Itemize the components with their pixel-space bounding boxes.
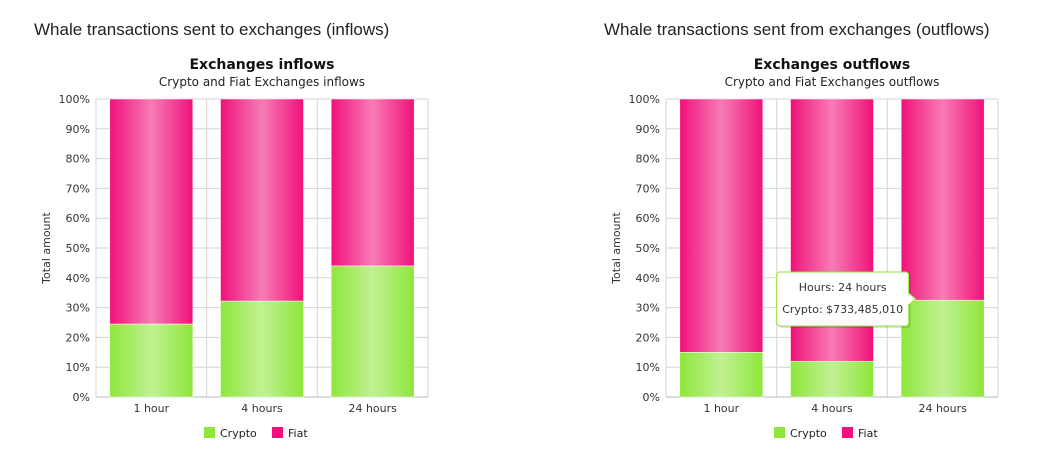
bar-crypto-1-hour[interactable] (109, 323, 194, 398)
chart-title: Exchanges outflows (754, 57, 911, 73)
y-tick-label: 20% (66, 331, 90, 344)
tooltip-line-2: Crypto: $733,485,010 (782, 303, 903, 316)
y-tick-label: 50% (636, 242, 660, 255)
x-tick-label: 1 hour (133, 402, 169, 415)
legend-label: Fiat (858, 427, 878, 440)
y-tick-label: 40% (66, 272, 90, 285)
bar-fiat-1-hour[interactable] (679, 98, 764, 353)
y-tick-label: 70% (636, 182, 660, 195)
bar-crypto-24-hours[interactable] (330, 265, 415, 398)
y-tick-label: 70% (66, 182, 90, 195)
bar-crypto-4-hours[interactable] (790, 360, 874, 398)
y-tick-label: 30% (636, 302, 660, 315)
y-axis-title: Total amount (610, 212, 623, 285)
inflows-heading: Whale transactions sent to exchanges (in… (34, 20, 390, 39)
bar-fiat-1-hour[interactable] (109, 98, 194, 325)
legend-item-fiat[interactable]: Fiat (842, 427, 878, 440)
x-tick-label: 1 hour (703, 402, 739, 415)
bar-crypto-1-hour[interactable] (679, 352, 764, 398)
y-tick-label: 80% (66, 153, 90, 166)
x-tick-label: 24 hours (918, 402, 967, 415)
bar-fiat-4-hours[interactable] (220, 98, 304, 302)
legend-label: Crypto (790, 427, 827, 440)
legend-swatch (272, 427, 283, 438)
outflows-chart[interactable]: Exchanges outflows Crypto and Fiat Exchan… (570, 50, 1040, 450)
x-tick-label: 24 hours (348, 402, 397, 415)
bar-fiat-24-hours[interactable] (330, 98, 415, 267)
y-tick-label: 0% (73, 391, 90, 404)
y-tick-label: 90% (66, 123, 90, 136)
chart-title: Exchanges inflows (189, 57, 334, 73)
y-tick-label: 60% (66, 212, 90, 225)
y-tick-label: 60% (636, 212, 660, 225)
bar-crypto-4-hours[interactable] (220, 300, 304, 398)
inflows-chart[interactable]: Exchanges inflows Crypto and Fiat Exchang… (0, 50, 470, 450)
outflows-heading: Whale transactions sent from exchanges (… (604, 20, 990, 39)
bar-crypto-24-hours[interactable] (900, 299, 985, 398)
chart-subtitle: Crypto and Fiat Exchanges outflows (725, 75, 940, 89)
tooltip: Hours: 24 hours Crypto: $733,485,010 (776, 271, 917, 328)
bar-fiat-24-hours[interactable] (900, 98, 985, 301)
legend-label: Crypto (220, 427, 257, 440)
outflows-panel: Whale transactions sent from exchanges (… (570, 0, 1040, 452)
y-tick-label: 20% (636, 331, 660, 344)
legend-swatch (842, 427, 853, 438)
y-tick-label: 10% (66, 361, 90, 374)
x-tick-label: 4 hours (811, 402, 853, 415)
y-tick-label: 10% (636, 361, 660, 374)
inflows-panel: Whale transactions sent to exchanges (in… (0, 20, 470, 450)
legend-item-fiat[interactable]: Fiat (272, 427, 308, 440)
y-tick-label: 40% (636, 272, 660, 285)
chart-subtitle: Crypto and Fiat Exchanges inflows (159, 75, 365, 89)
legend-label: Fiat (288, 427, 308, 440)
x-tick-label: 4 hours (241, 402, 283, 415)
y-tick-label: 30% (66, 302, 90, 315)
legend-swatch (774, 427, 785, 438)
tooltip-line-1: Hours: 24 hours (799, 281, 887, 294)
legend-item-crypto[interactable]: Crypto (204, 427, 257, 440)
y-tick-label: 100% (629, 93, 660, 106)
y-axis-title: Total amount (40, 212, 53, 285)
y-tick-label: 0% (643, 391, 660, 404)
y-tick-label: 80% (636, 153, 660, 166)
y-tick-label: 90% (636, 123, 660, 136)
y-tick-label: 100% (59, 93, 90, 106)
y-tick-label: 50% (66, 242, 90, 255)
legend-item-crypto[interactable]: Crypto (774, 427, 827, 440)
legend-swatch (204, 427, 215, 438)
